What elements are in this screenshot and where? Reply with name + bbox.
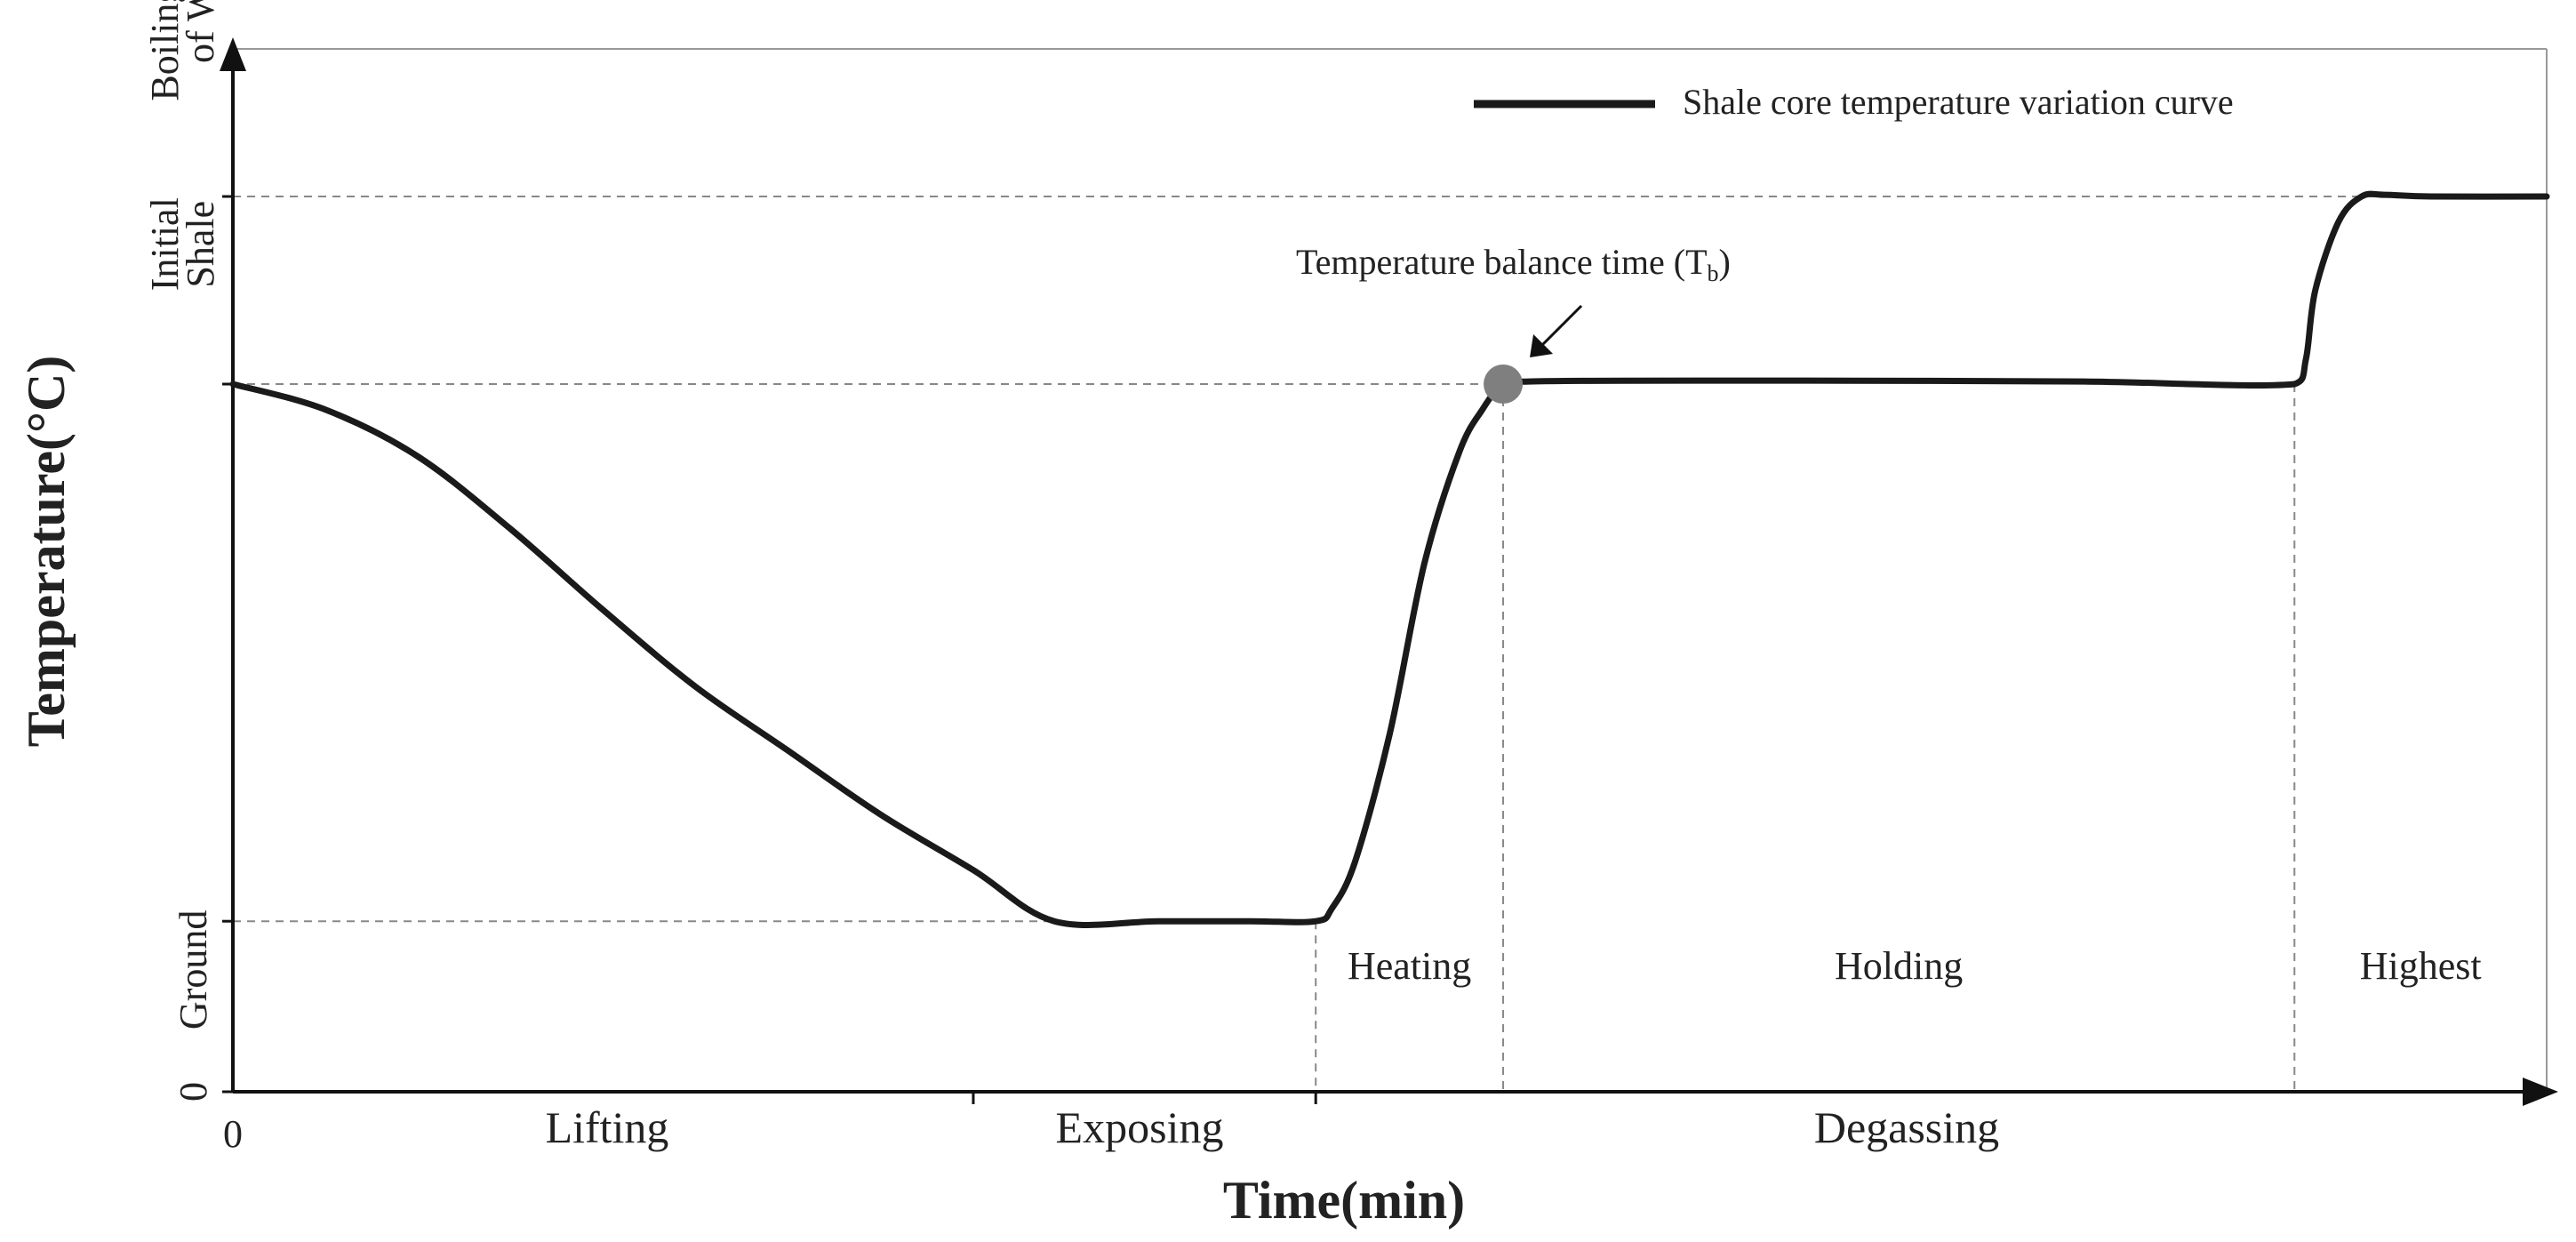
phase-label-highest: Highest bbox=[2360, 944, 2482, 988]
guide-lines bbox=[233, 196, 2385, 923]
phase-labels-top: Heating Holding Highest bbox=[1348, 944, 2482, 988]
x-ticks bbox=[972, 1092, 1317, 1104]
y-axis-title: Temperature(°C) bbox=[17, 356, 76, 748]
y-level-label-line: Initial bbox=[143, 197, 187, 291]
x-axis-arrow-icon bbox=[2523, 1078, 2558, 1106]
y-level-label-boiling: Boiling Pointof Water bbox=[143, 0, 222, 101]
y-level-label-line: of Water bbox=[179, 0, 222, 63]
phase-dividers bbox=[1315, 384, 2296, 1092]
phase-label-heating: Heating bbox=[1348, 944, 1471, 988]
balance-annotation-arrow-icon bbox=[1530, 304, 1583, 357]
y-level-label-line: Shale bbox=[179, 201, 222, 288]
balance-annotation-main: Temperature balance time (T bbox=[1296, 242, 1708, 282]
phase-label-lifting: Lifting bbox=[546, 1102, 669, 1152]
y-level-label-ground: Ground bbox=[172, 910, 215, 1030]
x-axis-title: Time(min) bbox=[1223, 1171, 1465, 1230]
y-origin-label: 0 bbox=[172, 1082, 215, 1102]
y-axis-arrow-icon bbox=[220, 37, 246, 71]
phase-labels-bottom: Lifting Exposing Degassing bbox=[546, 1102, 2000, 1152]
balance-annotation-suffix: ) bbox=[1719, 242, 1731, 282]
phase-label-holding: Holding bbox=[1835, 944, 1963, 988]
temperature-curve bbox=[229, 190, 2550, 928]
balance-annotation: Temperature balance time (Tb) bbox=[1296, 242, 1731, 286]
phase-label-degassing: Degassing bbox=[1814, 1102, 1999, 1152]
balance-annotation-subscript: b bbox=[1708, 260, 1719, 286]
legend-label: Shale core temperature variation curve bbox=[1683, 82, 2234, 122]
phase-label-exposing: Exposing bbox=[1056, 1102, 1224, 1152]
x-origin-label: 0 bbox=[223, 1112, 243, 1156]
y-level-labels: Ground InitialShale Boiling Pointof Water bbox=[143, 0, 222, 1030]
y-level-label-line: Ground bbox=[172, 910, 215, 1030]
y-level-label-shale: InitialShale bbox=[143, 197, 222, 291]
y-level-label-line: Boiling Point bbox=[143, 0, 187, 101]
balance-point-marker bbox=[1484, 365, 1524, 404]
legend: Shale core temperature variation curve bbox=[1474, 82, 2234, 122]
